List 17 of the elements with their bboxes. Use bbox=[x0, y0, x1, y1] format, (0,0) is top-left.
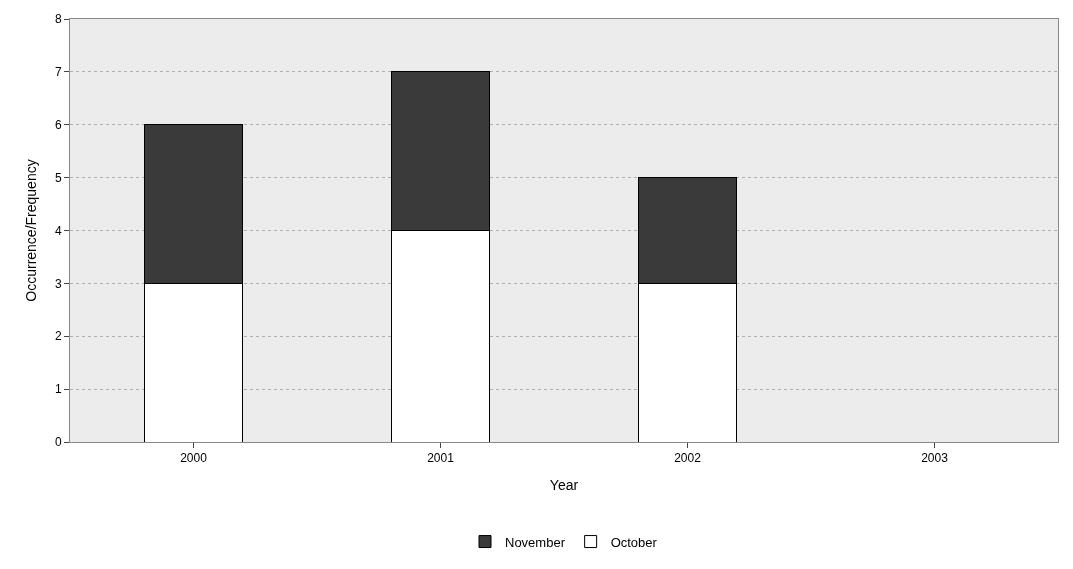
x-tick-label: 2002 bbox=[674, 451, 702, 466]
y-tick-label: 0 bbox=[54, 435, 62, 450]
y-tick-label: 3 bbox=[54, 276, 62, 291]
x-tick-label: 2001 bbox=[427, 451, 455, 466]
y-tick-label: 8 bbox=[54, 12, 62, 27]
x-axis-title: Year bbox=[549, 476, 579, 493]
x-tick-label: 2003 bbox=[921, 451, 949, 466]
legend-label: October bbox=[610, 534, 658, 550]
y-tick-label: 4 bbox=[54, 223, 62, 238]
y-tick-label: 5 bbox=[54, 170, 62, 185]
y-axis-title: Occurrence/Frequency bbox=[22, 159, 39, 302]
legend-label: November bbox=[505, 534, 566, 550]
x-tick-label: 2000 bbox=[180, 451, 208, 466]
y-tick-label: 1 bbox=[54, 382, 62, 397]
y-tick-label: 7 bbox=[54, 65, 62, 80]
y-tick-label: 2 bbox=[54, 329, 62, 344]
y-tick-label: 6 bbox=[54, 117, 62, 132]
